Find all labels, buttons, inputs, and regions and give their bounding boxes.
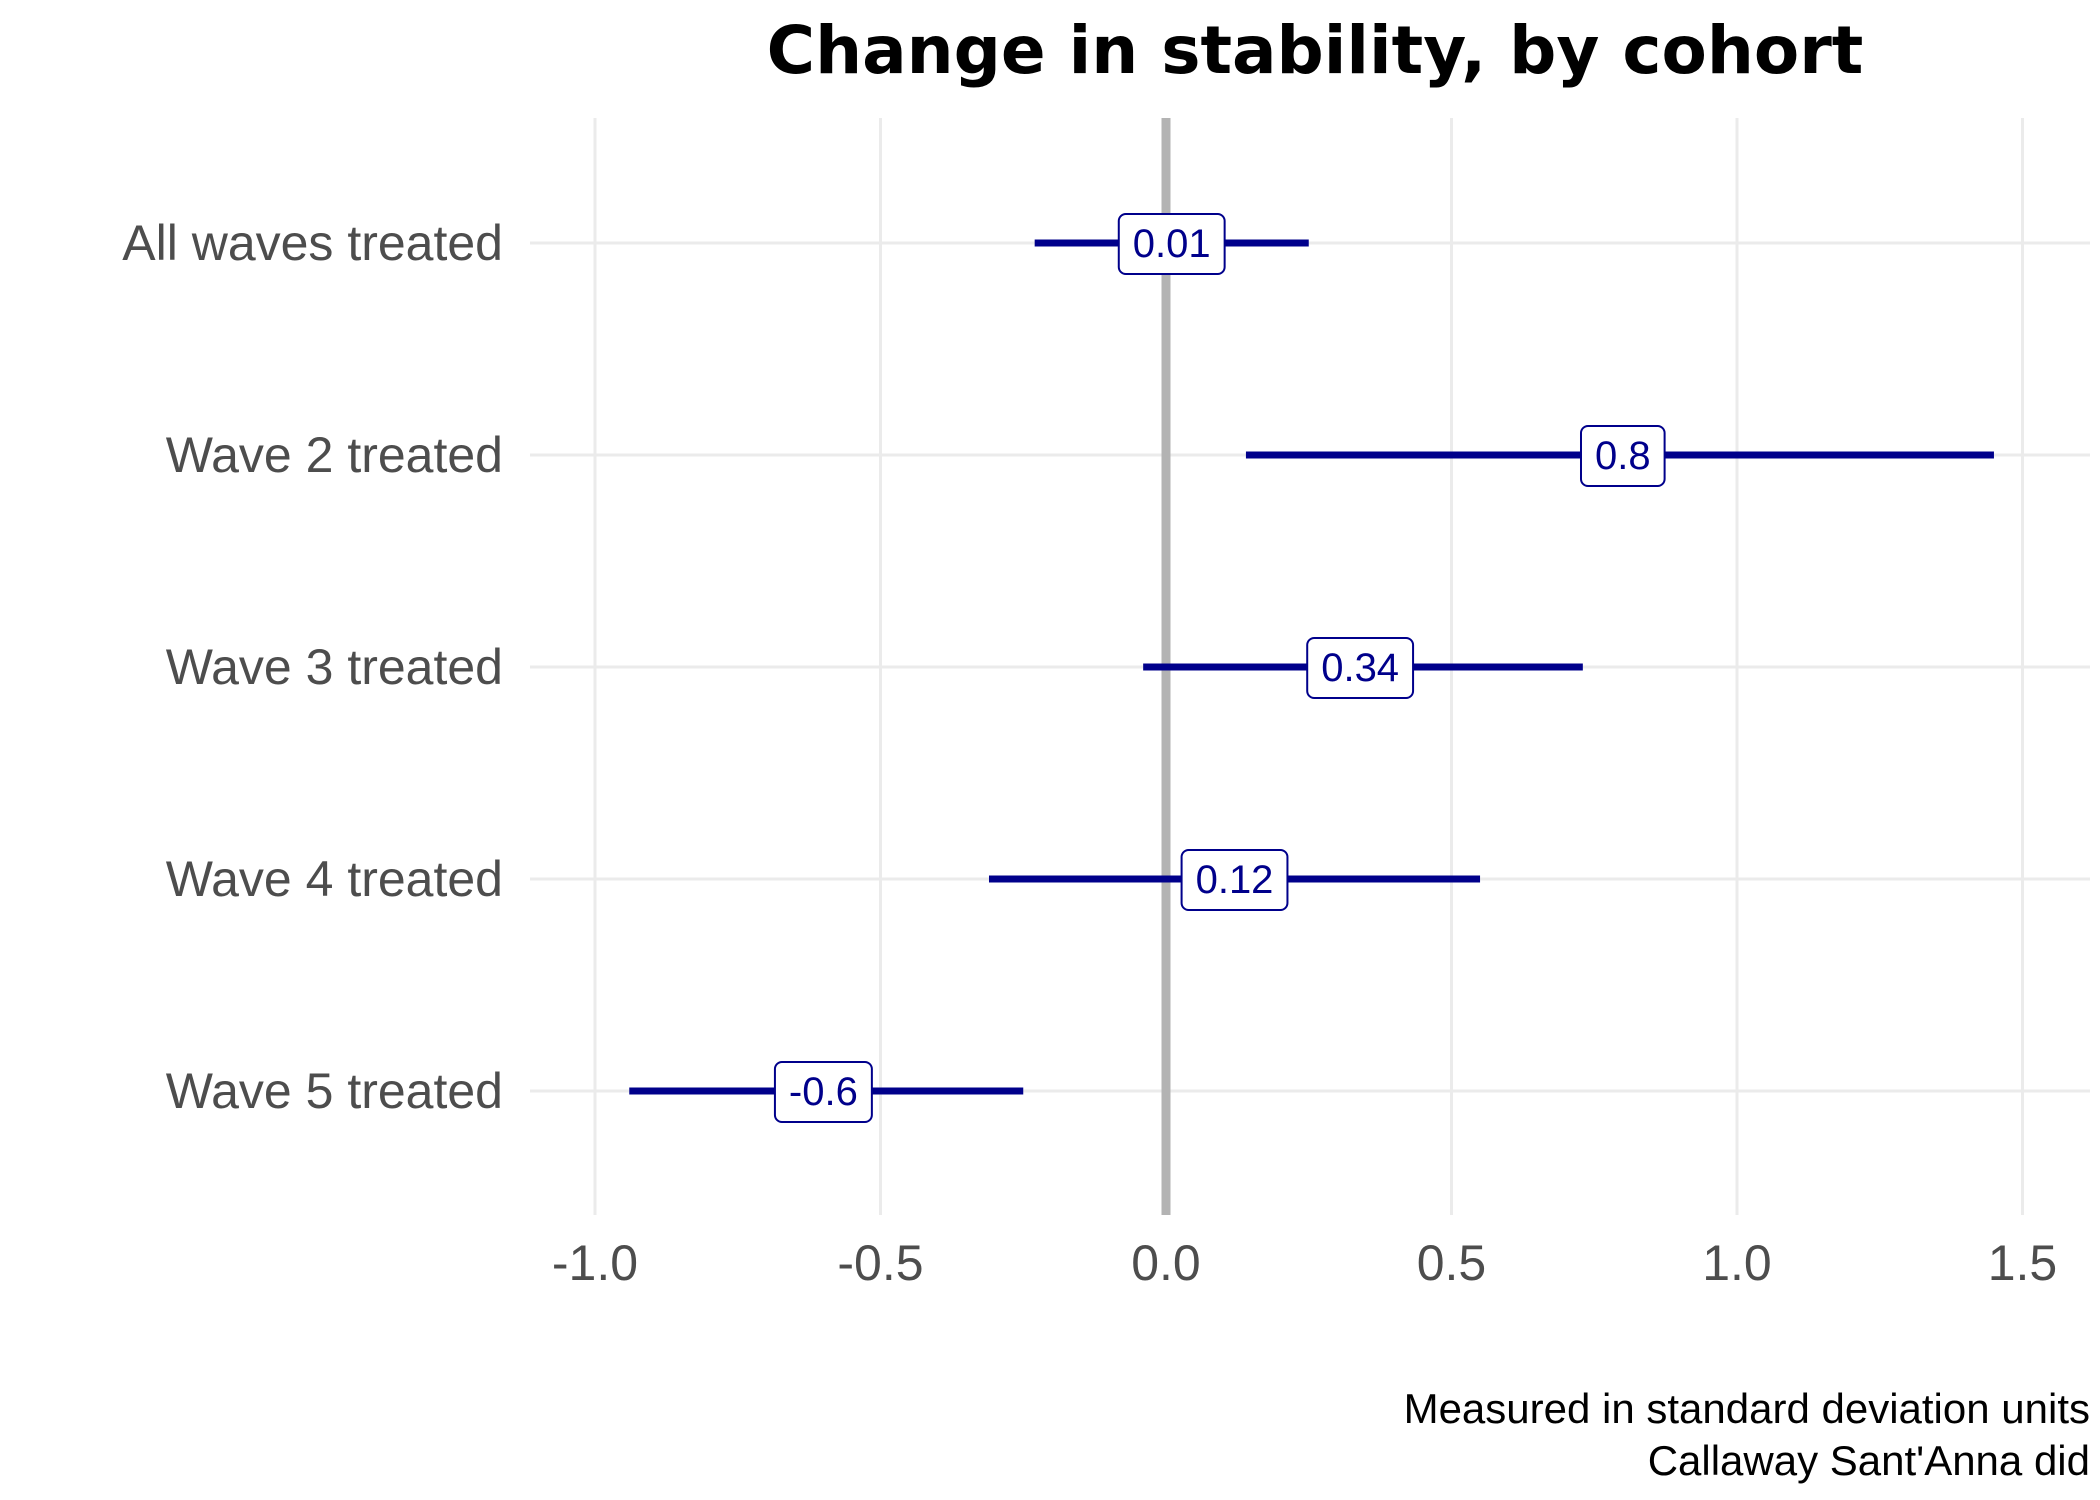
estimate-label-text: -0.6: [789, 1070, 858, 1114]
estimate-label-box: [1117, 213, 1226, 275]
estimate-label-text: 0.34: [1321, 646, 1399, 690]
x-tick-label: -1.0: [552, 1235, 638, 1291]
estimate-label-box: [773, 1061, 873, 1123]
data-label-layer: 0.01 0.8 0.34 0.12 -0.6: [773, 213, 1666, 1123]
x-tick-label: 1.5: [1988, 1235, 2058, 1291]
y-tick-label: All waves treated: [122, 215, 503, 271]
estimate-label-text: 0.01: [1133, 222, 1211, 266]
caption: Measured in standard deviation units Cal…: [1404, 1385, 2090, 1484]
estimate-label-text: 0.8: [1595, 434, 1651, 478]
caption-line-1: Measured in standard deviation units: [1404, 1385, 2090, 1432]
estimate-label: 0.8: [1579, 425, 1666, 487]
y-axis: All waves treated Wave 2 treated Wave 3 tr…: [122, 215, 503, 1119]
estimate-label: -0.6: [773, 1061, 873, 1123]
estimate-label: 0.01: [1117, 213, 1226, 275]
x-tick-label: 0.5: [1417, 1235, 1487, 1291]
estimate-label-box: [1306, 637, 1415, 699]
y-tick-label: Wave 4 treated: [166, 851, 503, 907]
y-tick-label: Wave 2 treated: [166, 427, 503, 483]
y-tick-label: Wave 5 treated: [166, 1063, 503, 1119]
x-tick-label: -0.5: [837, 1235, 923, 1291]
x-axis: -1.0 -0.5 0.0 0.5 1.0 1.5: [552, 1235, 2057, 1291]
estimate-label-box: [1180, 849, 1289, 911]
estimate-label-box: [1579, 425, 1666, 487]
estimate-label: 0.12: [1180, 849, 1289, 911]
estimate-label-text: 0.12: [1196, 858, 1274, 902]
x-tick-label: 1.0: [1702, 1235, 1772, 1291]
chart-title: Change in stability, by cohort: [767, 12, 1864, 89]
caption-line-2: Callaway Sant'Anna did: [1648, 1437, 2090, 1484]
estimate-label: 0.34: [1306, 637, 1415, 699]
x-tick-label: 0.0: [1131, 1235, 1201, 1291]
y-tick-label: Wave 3 treated: [166, 639, 503, 695]
